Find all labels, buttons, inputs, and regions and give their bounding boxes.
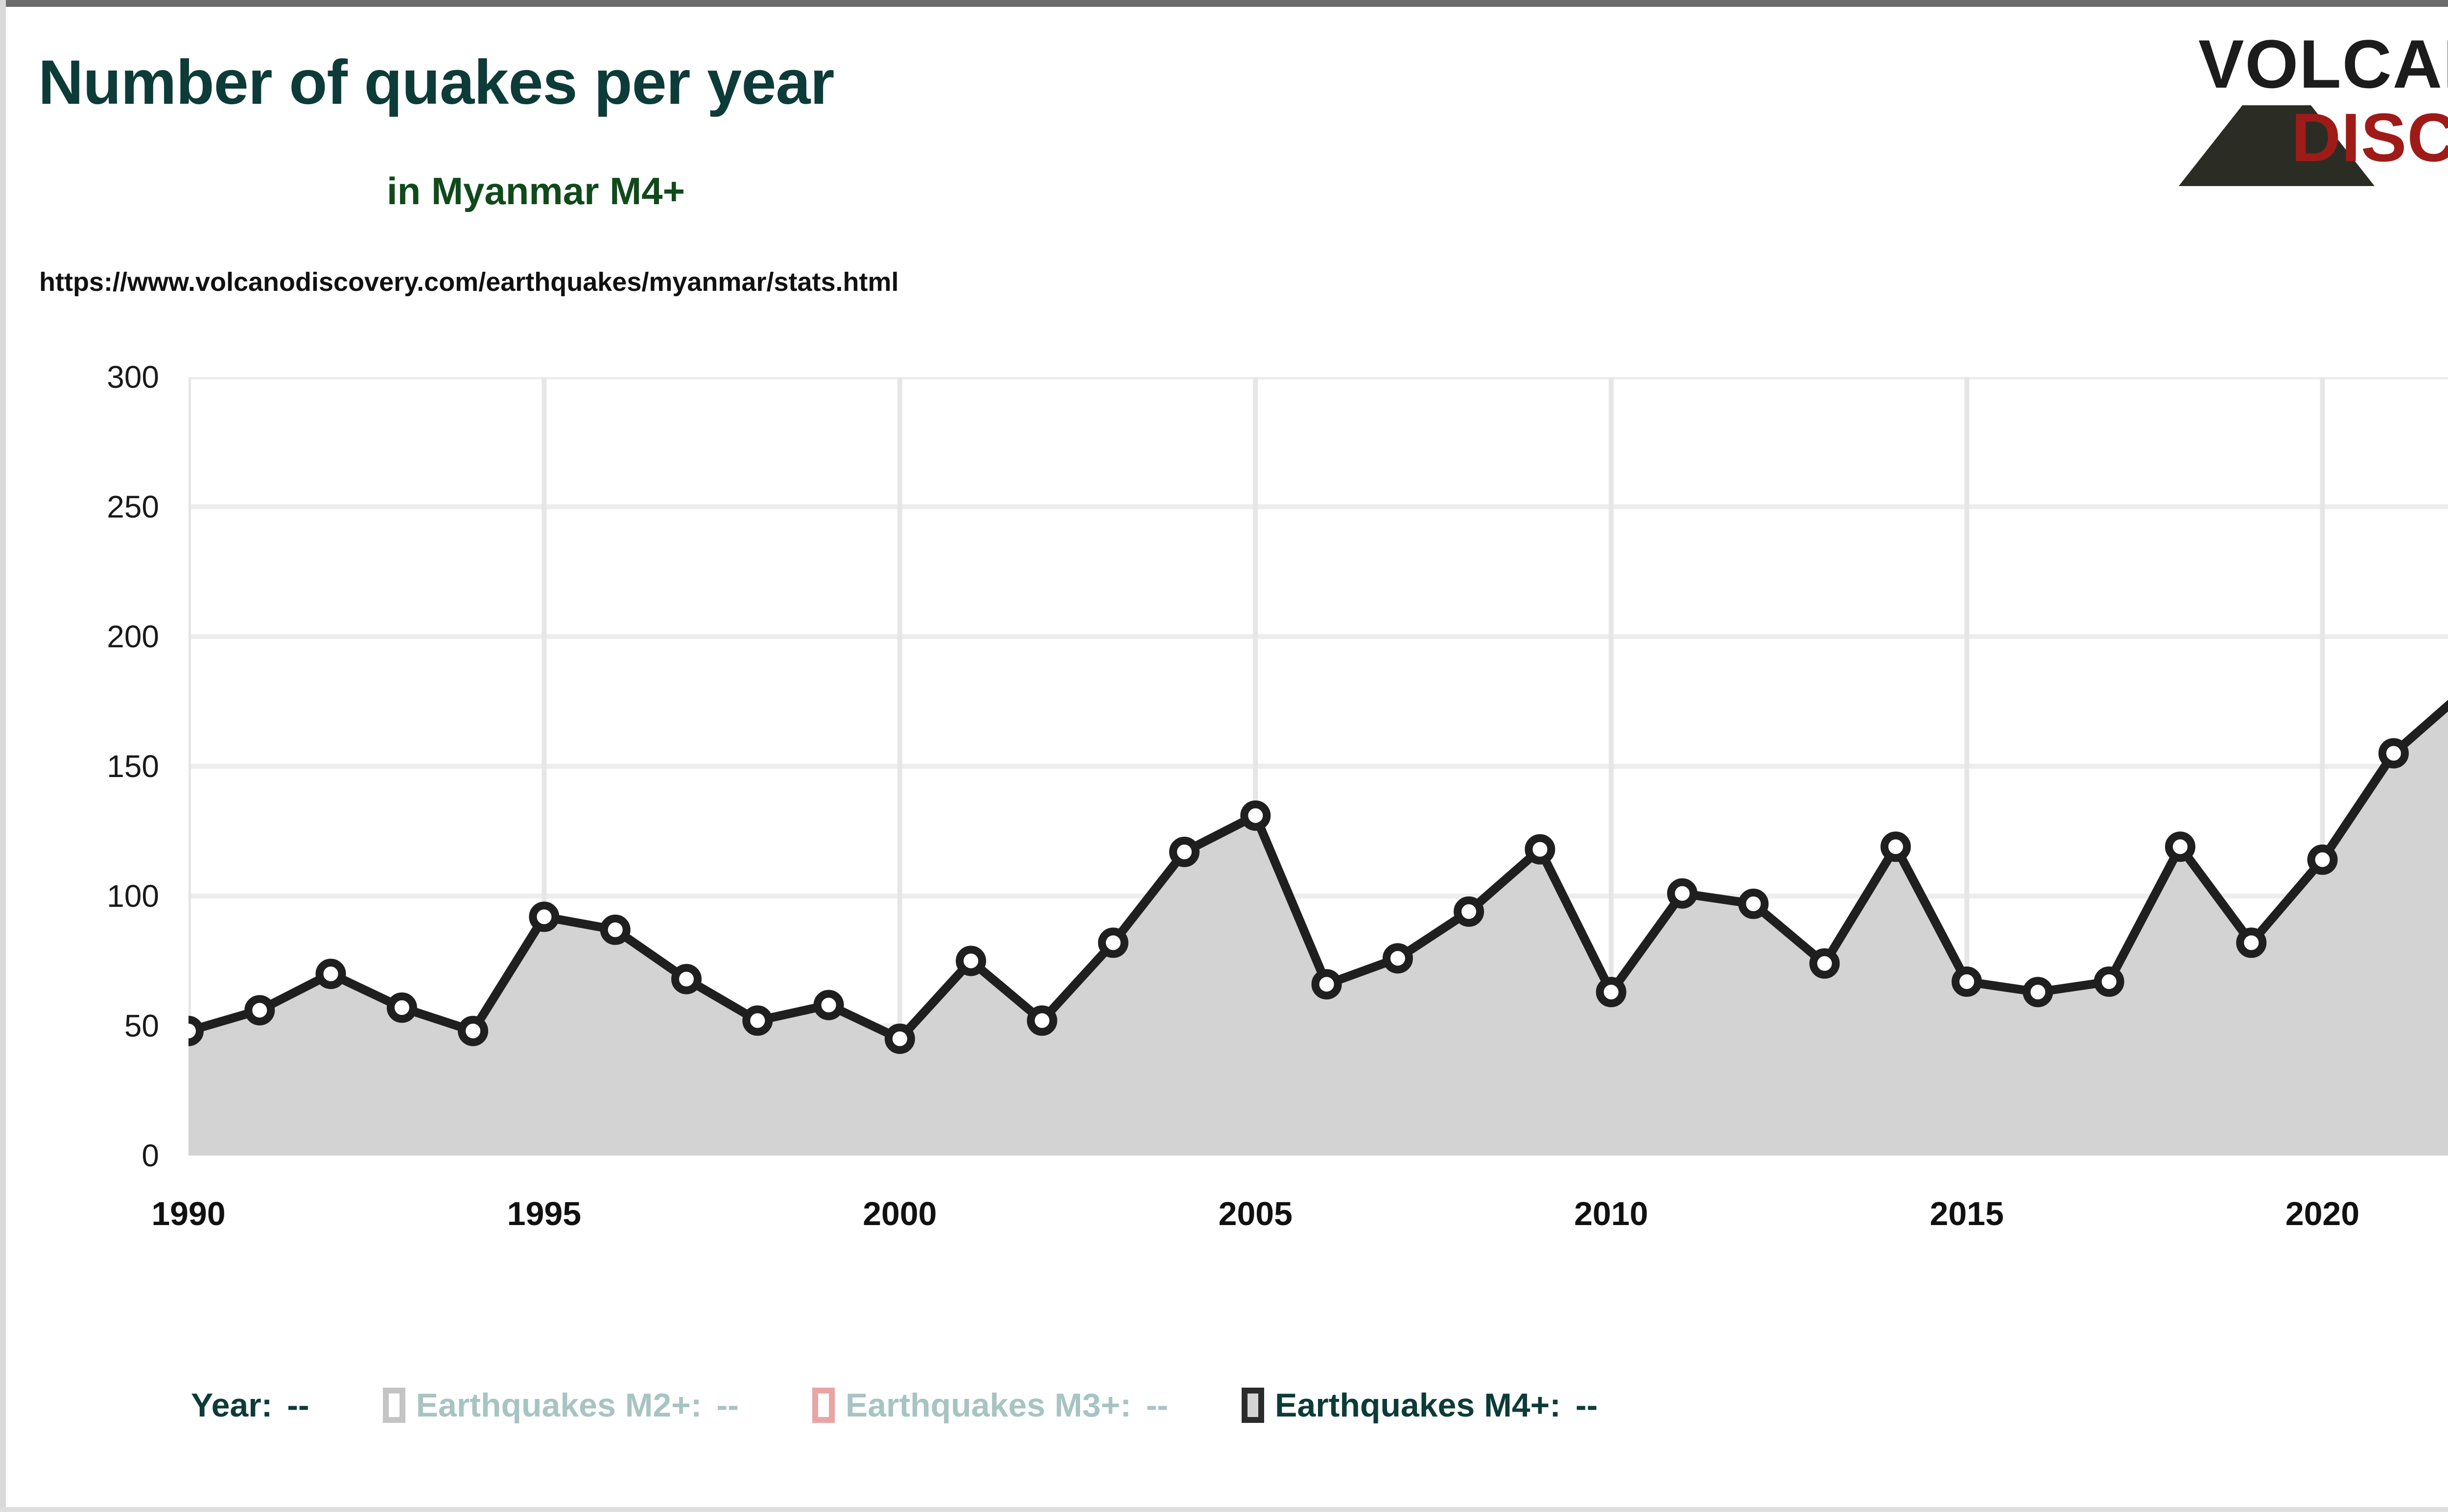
legend-swatch-m2[interactable]	[382, 1388, 405, 1423]
data-point[interactable]	[2378, 738, 2409, 769]
chart-legend[interactable]: Year: -- Earthquakes M2+: -- Earthquakes…	[0, 1371, 2448, 1440]
volcanodiscovery-logo[interactable]: VOLCANO DISCOVERY	[2144, 24, 2448, 186]
legend-year: Year: --	[191, 1386, 309, 1424]
data-point[interactable]	[2307, 844, 2338, 875]
data-point[interactable]	[244, 995, 275, 1026]
series-line	[188, 700, 2448, 1043]
data-point[interactable]	[956, 945, 987, 976]
data-point[interactable]	[1880, 831, 1911, 862]
data-point[interactable]	[884, 1023, 915, 1054]
legend-label-m3[interactable]: Earthquakes M3+:	[845, 1387, 1131, 1424]
x-tick-label: 2000	[863, 1195, 937, 1232]
data-point[interactable]	[1169, 836, 1200, 867]
data-point[interactable]	[813, 990, 844, 1020]
legend-year-label: Year:	[191, 1387, 273, 1424]
page-subtitle: in Myanmar M4+	[387, 169, 685, 213]
data-point[interactable]	[1809, 948, 1840, 979]
data-point[interactable]	[1382, 943, 1413, 974]
legend-label-m4[interactable]: Earthquakes M4+:	[1275, 1387, 1561, 1424]
data-point[interactable]	[671, 964, 702, 994]
data-point[interactable]	[2094, 966, 2124, 997]
y-tick-label: 200	[107, 619, 159, 654]
y-tick-label: 100	[107, 878, 159, 914]
legend-value-m2: --	[716, 1387, 739, 1424]
data-point-markers	[188, 738, 2409, 1054]
y-tick-label: 0	[141, 1138, 159, 1173]
area-fill	[188, 706, 2448, 1156]
x-tick-label: 2020	[2285, 1195, 2360, 1232]
legend-item-m3[interactable]: Earthquakes M3+: --	[812, 1386, 1168, 1424]
data-point[interactable]	[1240, 800, 1271, 831]
x-tick-label: 2015	[1930, 1195, 2004, 1232]
data-point[interactable]	[1525, 834, 1555, 865]
data-point[interactable]	[529, 901, 560, 932]
source-url: https://www.volcanodiscovery.com/earthqu…	[39, 267, 899, 297]
y-axis-ticks: 0 50 100 150 200 250 300	[0, 359, 159, 1173]
window-top-border	[0, 0, 2448, 7]
x-tick-label: 1990	[151, 1195, 226, 1232]
data-point[interactable]	[188, 1016, 204, 1046]
legend-year-value: --	[287, 1387, 309, 1424]
data-point[interactable]	[1667, 878, 1697, 909]
chart-plot-area[interactable]	[188, 377, 2448, 1156]
data-point[interactable]	[1738, 888, 1769, 919]
data-point[interactable]	[600, 914, 631, 945]
y-tick-label: 300	[107, 359, 159, 395]
window-left-border	[0, 0, 6, 1512]
page-title: Number of quakes per year	[38, 47, 834, 118]
x-tick-label: 1995	[507, 1195, 582, 1232]
legend-item-m4[interactable]: Earthquakes M4+: --	[1242, 1386, 1598, 1424]
data-point[interactable]	[1454, 896, 1484, 927]
legend-value-m4: --	[1575, 1387, 1598, 1424]
window-bottom-border	[0, 1507, 2448, 1512]
y-tick-label: 150	[107, 749, 159, 784]
y-tick-label: 250	[107, 489, 159, 524]
legend-swatch-m4[interactable]	[1242, 1388, 1265, 1423]
data-point[interactable]	[2236, 927, 2267, 958]
logo-word-volcano: VOLCANO	[2198, 25, 2448, 102]
data-point[interactable]	[1027, 1005, 1058, 1036]
logo-word-discovery: DISCOVERY	[2291, 99, 2448, 176]
data-point[interactable]	[1596, 977, 1626, 1008]
data-point[interactable]	[742, 1005, 773, 1036]
legend-swatch-m3[interactable]	[812, 1388, 835, 1423]
y-tick-label: 50	[124, 1008, 159, 1043]
data-point[interactable]	[1952, 966, 1982, 997]
legend-label-m2[interactable]: Earthquakes M2+:	[416, 1387, 702, 1424]
data-point[interactable]	[2023, 977, 2053, 1008]
x-axis-ticks: 19901995200020052010201520202025	[0, 1195, 2448, 1253]
data-point[interactable]	[1098, 927, 1129, 958]
x-tick-label: 2005	[1218, 1195, 1293, 1232]
x-tick-label: 2010	[1574, 1195, 1648, 1232]
data-point[interactable]	[1311, 969, 1342, 1000]
data-point[interactable]	[386, 992, 417, 1023]
data-point[interactable]	[458, 1016, 489, 1046]
legend-value-m3: --	[1146, 1387, 1169, 1424]
legend-item-m2[interactable]: Earthquakes M2+: --	[382, 1386, 739, 1424]
data-point[interactable]	[2165, 831, 2195, 862]
data-point[interactable]	[315, 959, 346, 989]
